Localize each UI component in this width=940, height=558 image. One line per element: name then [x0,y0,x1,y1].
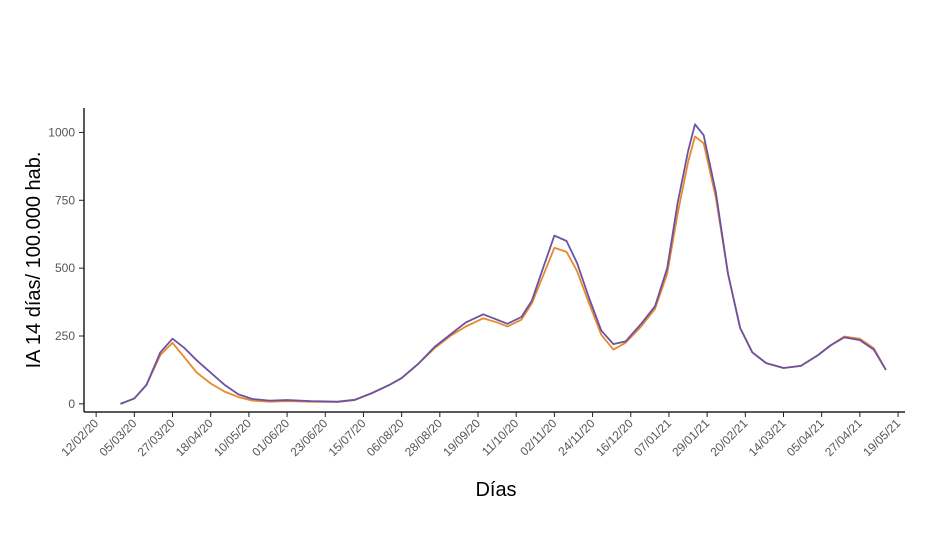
series-line [120,123,887,405]
x-tick-label: 28/08/20 [402,416,445,459]
y-tick-label: 500 [55,261,75,275]
y-tick-label: 0 [68,397,75,411]
x-tick-label: 20/02/21 [707,416,750,459]
x-tick-label: 12/02/20 [58,416,101,459]
x-tick-label: 11/10/20 [479,416,522,459]
x-tick-label: 29/01/21 [669,416,712,459]
y-tick-label: 750 [55,193,75,207]
x-axis-title: Días [475,479,516,501]
x-tick-label: 27/04/21 [822,416,865,459]
x-tick-label: 19/05/21 [860,416,903,459]
x-tick-label: 06/08/20 [364,416,407,459]
x-tick-label: 10/05/20 [211,416,254,459]
x-tick-label: 27/03/20 [135,416,178,459]
x-tick-label: 05/03/20 [97,416,140,459]
y-tick-label: 1000 [48,125,75,139]
x-tick-label: 05/04/21 [784,416,827,459]
x-tick-label: 07/01/21 [631,416,674,459]
x-tick-label: 18/04/20 [173,416,216,459]
x-tick-label: 15/07/20 [326,416,369,459]
y-tick-label: 250 [55,329,75,343]
x-tick-label: 19/09/20 [440,416,483,459]
x-tick-label: 01/06/20 [249,416,292,459]
x-tick-label: 16/12/20 [593,416,636,459]
x-tick-label: 14/03/21 [746,416,789,459]
x-tick-label: 24/11/20 [555,416,598,459]
x-tick-label: 23/06/20 [287,416,330,459]
y-axis-title: IA 14 días/ 100.000 hab. [23,152,45,369]
x-tick-label: 02/11/20 [517,416,560,459]
